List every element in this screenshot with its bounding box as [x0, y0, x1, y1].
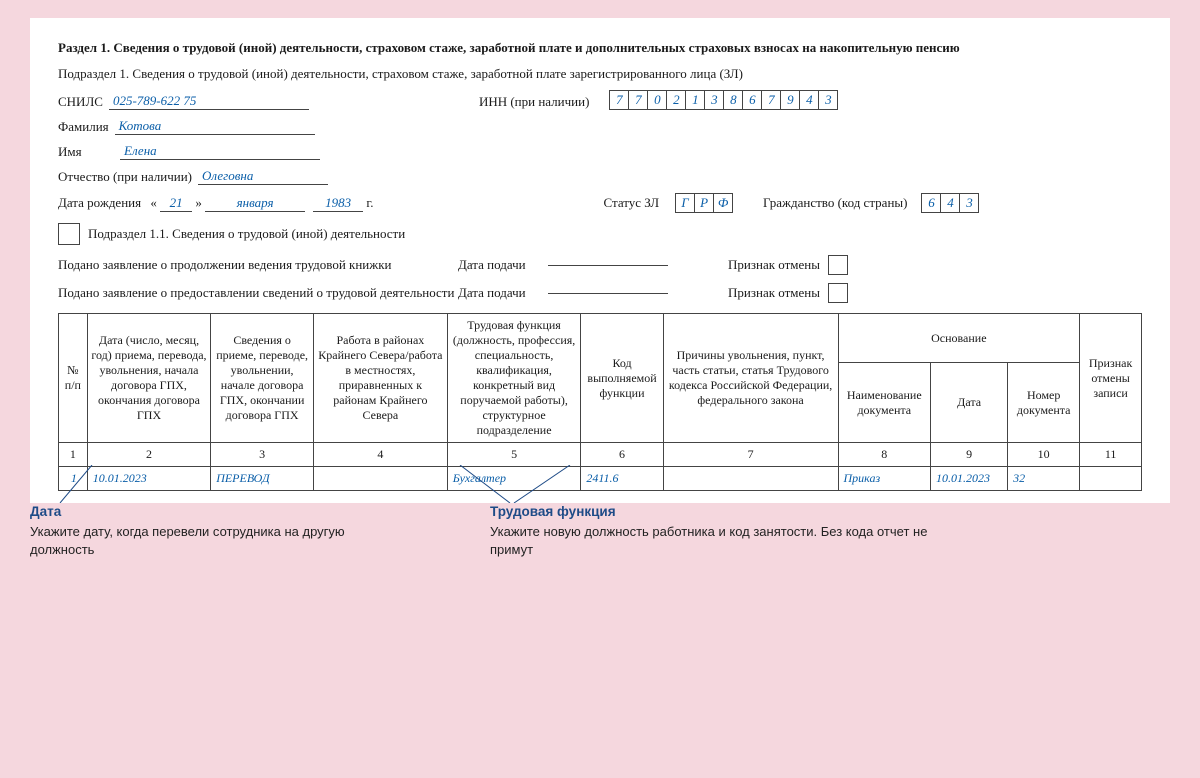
cell-docdate: 10.01.2023	[931, 467, 1008, 491]
callout-date-body: Укажите дату, когда перевели сотрудника …	[30, 523, 410, 558]
citizenship-boxes: 643	[921, 193, 979, 213]
th-3: Сведения о приеме, переводе, увольнении,…	[211, 314, 314, 443]
digit-box: 6	[921, 193, 941, 213]
digit-box: 6	[742, 90, 762, 110]
digit-box: 9	[780, 90, 800, 110]
th-8: Наименование документа	[838, 363, 931, 443]
snils-value: 025-789-622 75	[109, 93, 309, 110]
cell-event: ПЕРЕВОД	[211, 467, 314, 491]
col-num: 4	[314, 443, 448, 467]
th-10: Номер документа	[1008, 363, 1080, 443]
cell-date: 10.01.2023	[87, 467, 210, 491]
stmt2-label: Подано заявление о предоставлении сведен…	[58, 285, 458, 301]
date-sub-1: Дата подачи	[458, 257, 548, 273]
sub11-checkbox[interactable]	[58, 223, 80, 245]
name-value: Елена	[120, 143, 320, 160]
digit-box: 4	[940, 193, 960, 213]
cell-doc: Приказ	[838, 467, 931, 491]
digit-box: 4	[799, 90, 819, 110]
digit-box: Г	[675, 193, 695, 213]
digit-box: 2	[666, 90, 686, 110]
cell-reason	[663, 467, 838, 491]
column-numbers-row: 1234567891011	[59, 443, 1142, 467]
dob-day: 21	[160, 195, 192, 212]
col-num: 6	[581, 443, 663, 467]
status-label: Статус ЗЛ	[603, 195, 659, 211]
th-2: Дата (число, месяц, год) приема, перевод…	[87, 314, 210, 443]
cancel-2-box[interactable]	[828, 283, 848, 303]
callout-func: Трудовая функция Укажите новую должность…	[490, 503, 950, 558]
callout-date-title: Дата	[30, 503, 410, 521]
th-4: Работа в районах Крайнего Севера/работа …	[314, 314, 448, 443]
digit-box: 8	[723, 90, 743, 110]
stmt1-label: Подано заявление о продолжении ведения т…	[58, 257, 458, 273]
cell-func: Бухгалтер	[447, 467, 581, 491]
callout-func-title: Трудовая функция	[490, 503, 950, 521]
activity-table: № п/п Дата (число, месяц, год) приема, п…	[58, 313, 1142, 491]
dob-month: января	[205, 195, 305, 212]
callout-func-body: Укажите новую должность работника и код …	[490, 523, 950, 558]
col-num: 8	[838, 443, 931, 467]
th-9: Дата	[931, 363, 1008, 443]
status-boxes: ГРФ	[675, 193, 733, 213]
citizenship-label: Гражданство (код страны)	[763, 195, 907, 211]
form-sheet: Раздел 1. Сведения о трудовой (иной) дея…	[30, 18, 1170, 503]
table-row: 1 10.01.2023 ПЕРЕВОД Бухгалтер 2411.6 Пр…	[59, 467, 1142, 491]
col-num: 1	[59, 443, 88, 467]
digit-box: 1	[685, 90, 705, 110]
digit-box: 3	[959, 193, 979, 213]
digit-box: Р	[694, 193, 714, 213]
col-num: 9	[931, 443, 1008, 467]
date-sub-1-value	[548, 265, 668, 266]
callout-date: Дата Укажите дату, когда перевели сотруд…	[30, 503, 410, 558]
digit-box: 3	[704, 90, 724, 110]
th-6: Код выполняемой функции	[581, 314, 663, 443]
th-11: Признак отмены записи	[1080, 314, 1142, 443]
dob-label: Дата рождения	[58, 195, 141, 211]
digit-box: 3	[818, 90, 838, 110]
th-7: Причины увольнения, пункт, часть статьи,…	[663, 314, 838, 443]
cell-cancel	[1080, 467, 1142, 491]
subsection-1: Подраздел 1. Сведения о трудовой (иной) …	[58, 66, 1142, 82]
cell-north	[314, 467, 448, 491]
col-num: 10	[1008, 443, 1080, 467]
digit-box: 7	[628, 90, 648, 110]
inn-boxes: 770213867943	[609, 90, 838, 110]
patronymic-value: Олеговна	[198, 168, 328, 185]
col-num: 5	[447, 443, 581, 467]
dob-g: г.	[366, 195, 373, 211]
digit-box: 7	[609, 90, 629, 110]
digit-box: 7	[761, 90, 781, 110]
date-sub-2-value	[548, 293, 668, 294]
patronymic-label: Отчество (при наличии)	[58, 169, 192, 185]
date-sub-2: Дата подачи	[458, 285, 548, 301]
section-title: Раздел 1. Сведения о трудовой (иной) дея…	[58, 40, 1142, 56]
digit-box: Ф	[713, 193, 733, 213]
sub11-label: Подраздел 1.1. Сведения о трудовой (иной…	[88, 226, 405, 242]
col-num: 7	[663, 443, 838, 467]
cancel-1-label: Признак отмены	[728, 257, 820, 273]
cell-docnum: 32	[1008, 467, 1080, 491]
name-label: Имя	[58, 144, 114, 160]
callouts: Дата Укажите дату, когда перевели сотруд…	[30, 503, 1170, 558]
th-basis: Основание	[838, 314, 1080, 363]
cancel-1-box[interactable]	[828, 255, 848, 275]
cell-n: 1	[59, 467, 88, 491]
inn-label: ИНН (при наличии)	[479, 94, 589, 110]
cancel-2-label: Признак отмены	[728, 285, 820, 301]
th-5: Трудовая функция (должность, профессия, …	[447, 314, 581, 443]
surname-value: Котова	[115, 118, 315, 135]
th-1: № п/п	[59, 314, 88, 443]
surname-label: Фамилия	[58, 119, 109, 135]
snils-label: СНИЛС	[58, 94, 103, 110]
cell-code: 2411.6	[581, 467, 663, 491]
col-num: 2	[87, 443, 210, 467]
dob-year: 1983	[313, 195, 363, 212]
col-num: 3	[211, 443, 314, 467]
digit-box: 0	[647, 90, 667, 110]
col-num: 11	[1080, 443, 1142, 467]
